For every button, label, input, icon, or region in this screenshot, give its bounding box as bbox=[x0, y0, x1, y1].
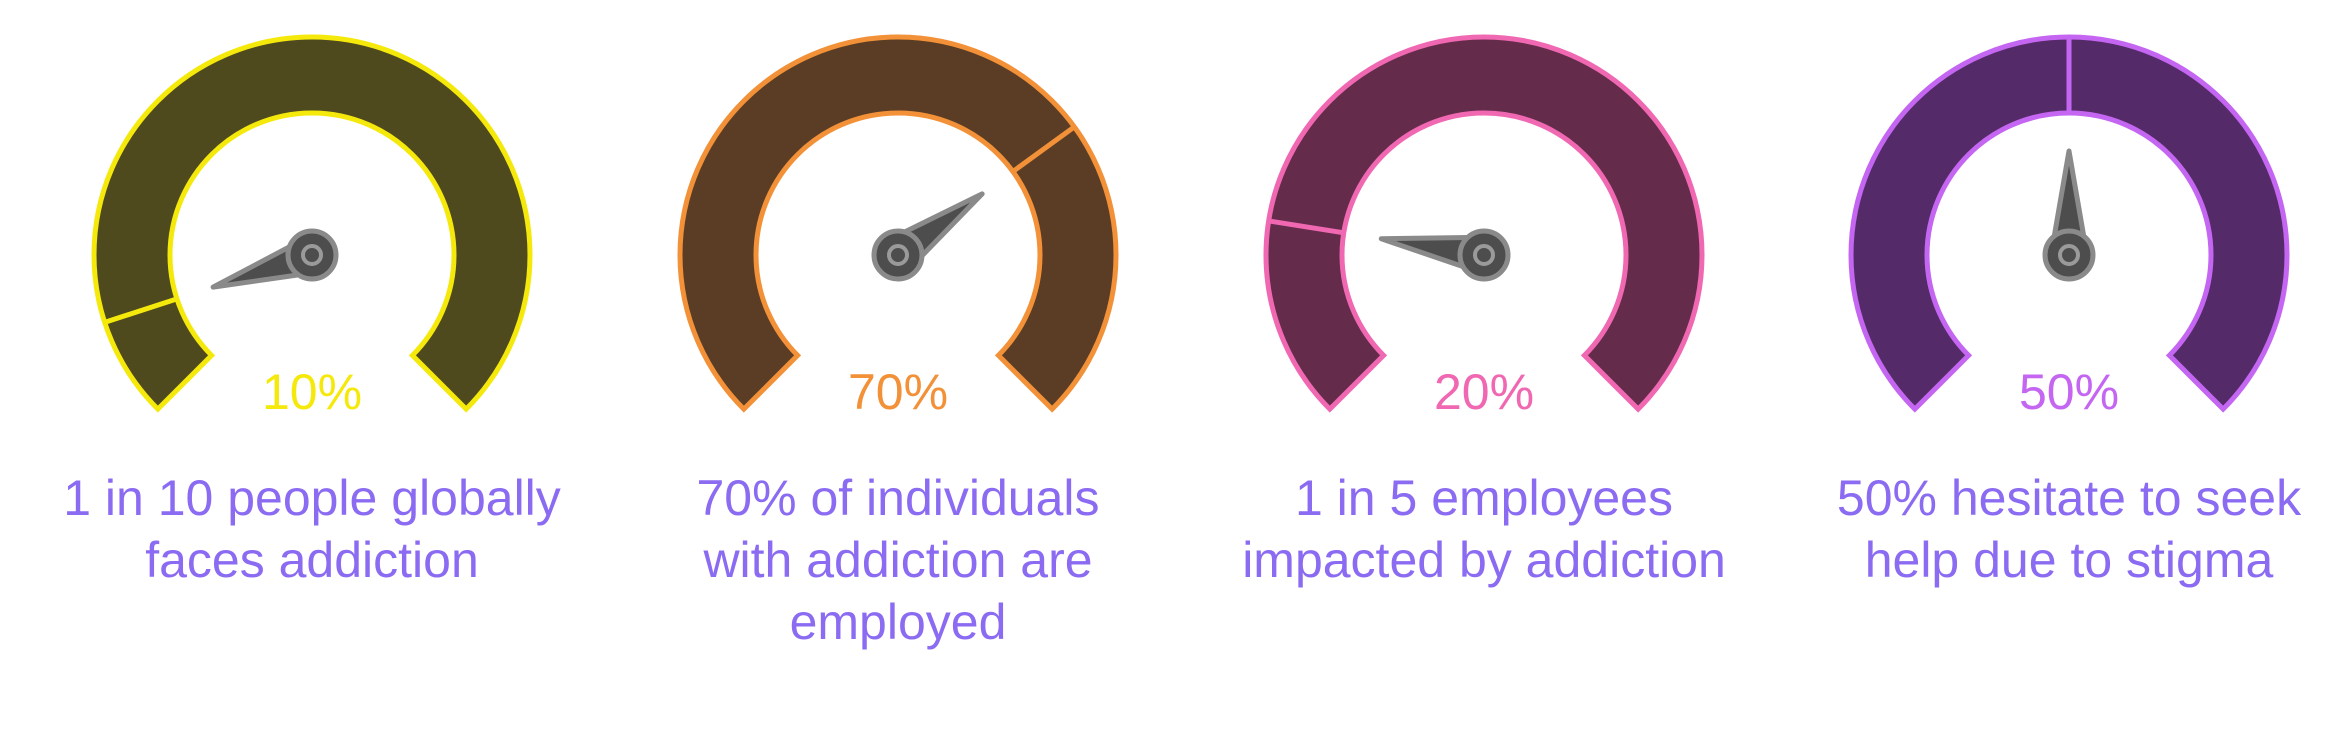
caption-line: 50% hesitate to seek bbox=[1837, 470, 2302, 526]
caption-line: 1 in 10 people globally bbox=[63, 470, 561, 526]
gauge-arc bbox=[91, 34, 533, 413]
caption-line: help due to stigma bbox=[1865, 532, 2274, 588]
value-label: 20% bbox=[1434, 364, 1534, 420]
caption-line: with addiction are bbox=[702, 532, 1092, 588]
needle-pin bbox=[887, 244, 909, 266]
gauge-arc bbox=[1263, 34, 1705, 413]
caption-line: 1 in 5 employees bbox=[1295, 470, 1673, 526]
gauge-arc bbox=[677, 34, 1119, 413]
caption-line: employed bbox=[790, 594, 1007, 650]
gauge-divider bbox=[1268, 218, 1345, 236]
needle-pin bbox=[301, 244, 323, 266]
caption-line: faces addiction bbox=[145, 532, 479, 588]
caption-line: 70% of individuals bbox=[696, 470, 1099, 526]
value-label: 70% bbox=[848, 364, 948, 420]
gauge-divider bbox=[1011, 124, 1076, 174]
needle-pin bbox=[2058, 244, 2080, 266]
caption-line: impacted by addiction bbox=[1242, 532, 1726, 588]
needle-pin bbox=[1473, 244, 1495, 266]
value-label: 10% bbox=[262, 364, 362, 420]
gauge-divider bbox=[103, 296, 178, 325]
gauge-arc bbox=[1848, 34, 2290, 413]
value-label: 50% bbox=[2019, 364, 2119, 420]
